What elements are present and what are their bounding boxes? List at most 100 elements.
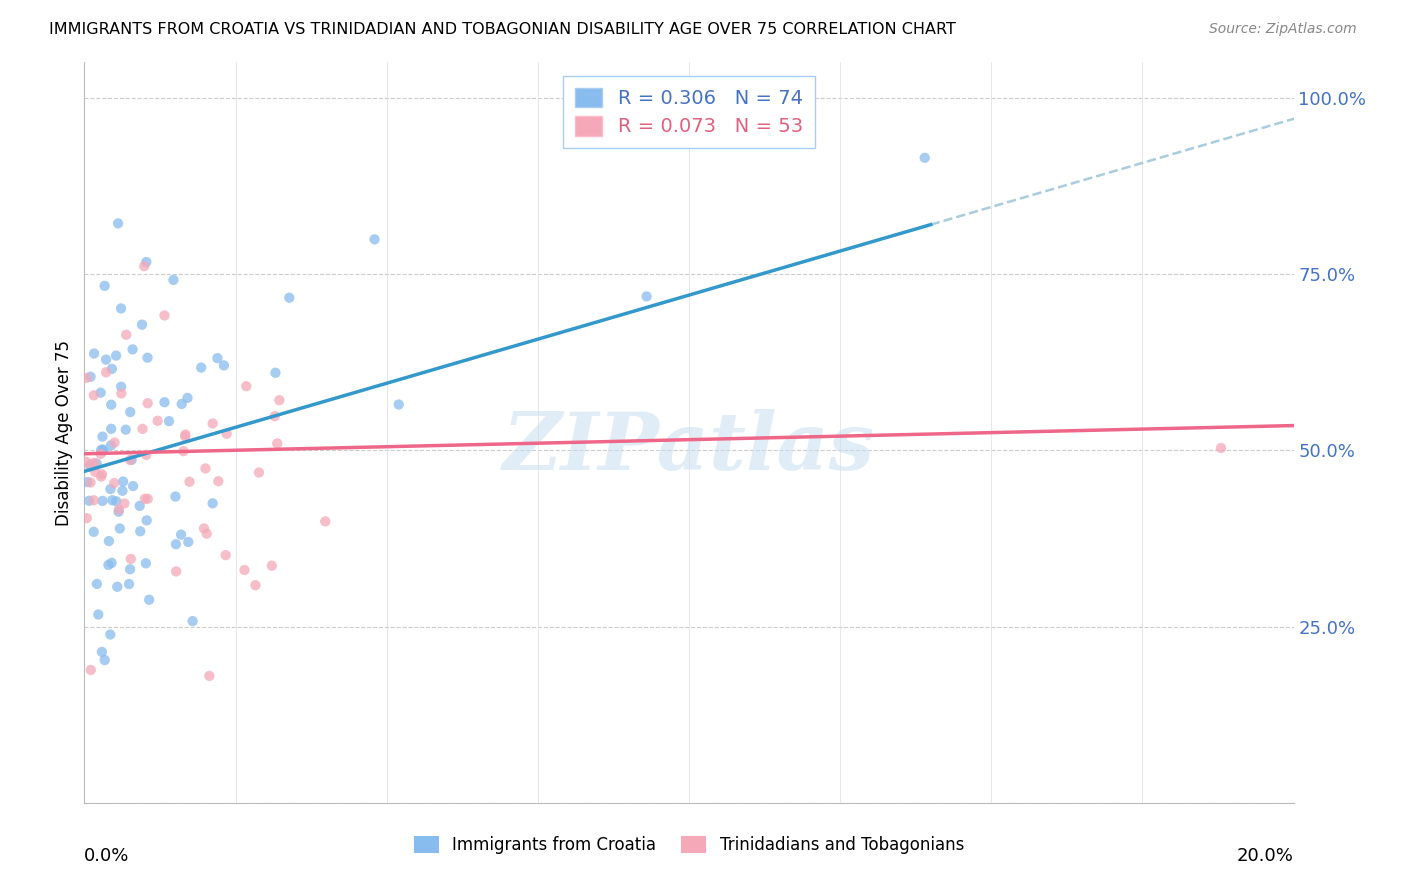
Point xyxy=(215,426,238,441)
Point xyxy=(131,318,153,332)
Point xyxy=(207,475,229,489)
Point xyxy=(90,447,112,461)
Point xyxy=(269,393,291,408)
Point xyxy=(1209,441,1232,455)
Point xyxy=(153,395,176,409)
Point xyxy=(79,458,101,472)
Point xyxy=(131,422,153,436)
Point xyxy=(75,455,97,469)
Point xyxy=(91,467,114,482)
Point xyxy=(195,526,218,541)
Point xyxy=(110,380,132,394)
Point xyxy=(215,548,238,562)
Point xyxy=(136,491,159,506)
Point xyxy=(91,429,114,443)
Point xyxy=(111,483,134,498)
Text: 0.0%: 0.0% xyxy=(84,847,129,865)
Point xyxy=(388,397,411,411)
Point xyxy=(233,563,256,577)
Point xyxy=(165,490,187,504)
Point xyxy=(86,457,108,471)
Point xyxy=(266,436,288,450)
Y-axis label: Disability Age Over 75: Disability Age Over 75 xyxy=(55,340,73,525)
Text: 20.0%: 20.0% xyxy=(1237,847,1294,865)
Point xyxy=(129,524,152,539)
Point xyxy=(120,552,142,566)
Point xyxy=(134,259,156,273)
Point xyxy=(90,645,112,659)
Point xyxy=(162,273,184,287)
Point xyxy=(108,521,131,535)
Point xyxy=(118,577,141,591)
Point xyxy=(190,360,212,375)
Point xyxy=(153,309,176,323)
Point xyxy=(79,475,101,490)
Point xyxy=(79,459,101,474)
Point xyxy=(170,397,193,411)
Point xyxy=(636,289,658,303)
Point xyxy=(128,499,150,513)
Point xyxy=(278,291,301,305)
Point xyxy=(193,521,215,535)
Point xyxy=(83,388,105,402)
Text: IMMIGRANTS FROM CROATIA VS TRINIDADIAN AND TOBAGONIAN DISABILITY AGE OVER 75 COR: IMMIGRANTS FROM CROATIA VS TRINIDADIAN A… xyxy=(49,22,956,37)
Point xyxy=(235,379,257,393)
Point xyxy=(165,565,187,579)
Point xyxy=(201,417,224,431)
Point xyxy=(112,475,135,489)
Point xyxy=(84,465,107,479)
Text: Source: ZipAtlas.com: Source: ZipAtlas.com xyxy=(1209,22,1357,37)
Point xyxy=(100,438,122,452)
Point xyxy=(100,398,122,412)
Point xyxy=(118,562,141,576)
Point xyxy=(90,469,112,483)
Text: ZIPatlas: ZIPatlas xyxy=(503,409,875,486)
Point xyxy=(86,577,108,591)
Point xyxy=(263,409,285,424)
Point xyxy=(93,653,115,667)
Point xyxy=(120,453,142,467)
Point xyxy=(104,435,127,450)
Point xyxy=(138,592,160,607)
Point xyxy=(136,351,159,365)
Point xyxy=(98,627,121,641)
Point xyxy=(103,476,125,491)
Point xyxy=(110,301,132,316)
Point xyxy=(174,427,197,442)
Point xyxy=(198,669,221,683)
Point xyxy=(314,515,336,529)
Point xyxy=(100,482,122,496)
Point xyxy=(94,365,117,379)
Point xyxy=(121,453,143,467)
Point xyxy=(101,362,124,376)
Point xyxy=(260,558,283,573)
Point xyxy=(83,346,105,360)
Point xyxy=(107,216,129,230)
Point xyxy=(146,414,169,428)
Point xyxy=(136,396,159,410)
Point xyxy=(108,502,131,516)
Point xyxy=(157,414,180,428)
Point xyxy=(194,461,217,475)
Point xyxy=(172,444,194,458)
Point xyxy=(91,442,114,457)
Point xyxy=(135,513,157,527)
Point xyxy=(107,505,129,519)
Point xyxy=(212,359,235,373)
Point xyxy=(135,255,157,269)
Point xyxy=(174,429,197,443)
Point xyxy=(76,511,98,525)
Point xyxy=(135,448,157,462)
Point xyxy=(94,352,117,367)
Point xyxy=(245,578,267,592)
Point xyxy=(165,537,187,551)
Point xyxy=(179,475,201,489)
Point xyxy=(115,327,138,342)
Point xyxy=(105,349,128,363)
Point xyxy=(100,556,122,570)
Point xyxy=(101,493,124,508)
Point xyxy=(93,278,115,293)
Point xyxy=(170,527,193,541)
Point xyxy=(176,391,198,405)
Point xyxy=(122,479,145,493)
